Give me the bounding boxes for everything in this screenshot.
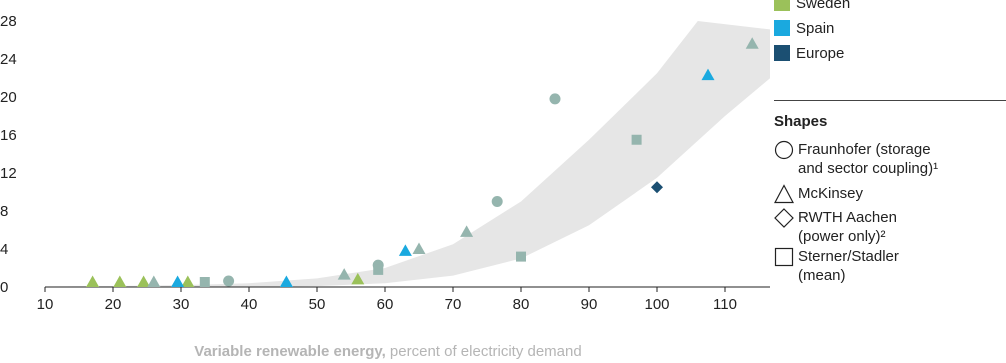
- data-point-circle: [223, 275, 235, 287]
- x-axis-label-bold: Variable renewable energy,: [194, 343, 385, 360]
- x-tick-label: 20: [105, 296, 122, 313]
- y-tick-label: 16: [0, 127, 17, 144]
- legend-item-spain: Spain: [774, 18, 834, 38]
- data-point-triangle: [171, 275, 185, 287]
- data-point-triangle: [398, 244, 412, 256]
- y-tick-label: 8: [0, 203, 8, 220]
- x-tick-label: 110: [713, 296, 737, 313]
- x-tick-label: 30: [173, 296, 190, 313]
- data-point-triangle: [460, 225, 474, 237]
- legend-shapes-title: Shapes: [774, 113, 828, 130]
- legend-shape-sterner: Sterner/Stadler (mean): [774, 247, 899, 285]
- legend-swatch-sweden: [774, 0, 790, 11]
- x-tick-label: 40: [241, 296, 258, 313]
- data-point-circle: [491, 196, 503, 207]
- legend-item-europe: Europe: [774, 43, 844, 63]
- legend-swatch-europe: [774, 45, 790, 61]
- diamond-icon: [774, 208, 794, 228]
- data-point-triangle: [745, 37, 759, 49]
- data-point-square: [199, 277, 210, 287]
- scatter-chart: 1020304050607080901001101200481216202428…: [0, 13, 770, 360]
- data-point-square: [373, 264, 384, 275]
- x-tick-label: 80: [513, 296, 530, 313]
- legend-shape-rwth: RWTH Aachen (power only)²: [774, 208, 897, 246]
- data-point-triangle: [113, 275, 127, 287]
- data-point-diamond: [651, 181, 663, 194]
- data-point-triangle: [337, 268, 351, 280]
- legend-item-sweden: Sweden: [774, 0, 850, 13]
- x-axis-label-rest: percent of electricity demand: [386, 343, 582, 360]
- band-shape: [45, 21, 770, 287]
- y-tick-label: 4: [0, 241, 8, 258]
- x-tick-label: 10: [37, 296, 54, 313]
- legend-shape-fraunhofer: Fraunhofer (storage and sector coupling)…: [774, 140, 938, 178]
- data-point-circle: [549, 93, 561, 105]
- legend-shape-label: Sterner/Stadler (mean): [798, 248, 899, 284]
- square-icon: [774, 247, 794, 267]
- data-point-triangle: [86, 275, 100, 287]
- axes: 1020304050607080901001101200481216202428: [0, 13, 770, 313]
- x-axis-label: Variable renewable energy, percent of el…: [194, 343, 581, 360]
- legend-shape-mckinsey: McKinsey: [774, 184, 863, 204]
- data-point-triangle: [351, 272, 365, 285]
- y-tick-label: 20: [0, 89, 17, 106]
- data-point-triangle: [137, 275, 151, 287]
- data-point-square: [631, 134, 642, 145]
- legend-label-europe: Europe: [796, 44, 845, 62]
- data-point-triangle: [147, 275, 161, 287]
- y-tick-label: 28: [0, 13, 17, 30]
- data-points: [86, 37, 759, 287]
- x-tick-label: 90: [581, 296, 598, 313]
- x-tick-label: 70: [445, 296, 462, 313]
- circle-icon: [774, 140, 794, 160]
- x-tick-label: 50: [309, 296, 326, 313]
- uncertainty-band: [45, 21, 770, 287]
- data-point-triangle: [279, 275, 293, 287]
- data-point-triangle: [412, 242, 426, 254]
- legend-shape-label: Fraunhofer (storage and sector coupling)…: [798, 141, 939, 177]
- x-tick-label: 100: [644, 296, 669, 313]
- x-tick-label: 60: [377, 296, 394, 313]
- legend-divider: [774, 100, 1006, 101]
- data-point-square: [516, 251, 526, 262]
- data-point-triangle: [701, 68, 715, 81]
- legend-swatch-spain: [774, 20, 790, 36]
- data-point-triangle: [181, 275, 195, 287]
- y-tick-label: 24: [0, 51, 17, 68]
- y-tick-label: 0: [0, 279, 8, 296]
- legend-shape-label: McKinsey: [798, 185, 864, 202]
- legend-label-spain: Spain: [796, 19, 835, 37]
- legend-label-sweden: Sweden: [796, 0, 851, 12]
- legend-shape-label: RWTH Aachen (power only)²: [798, 209, 897, 245]
- y-tick-label: 12: [0, 165, 17, 182]
- triangle-icon: [774, 184, 794, 204]
